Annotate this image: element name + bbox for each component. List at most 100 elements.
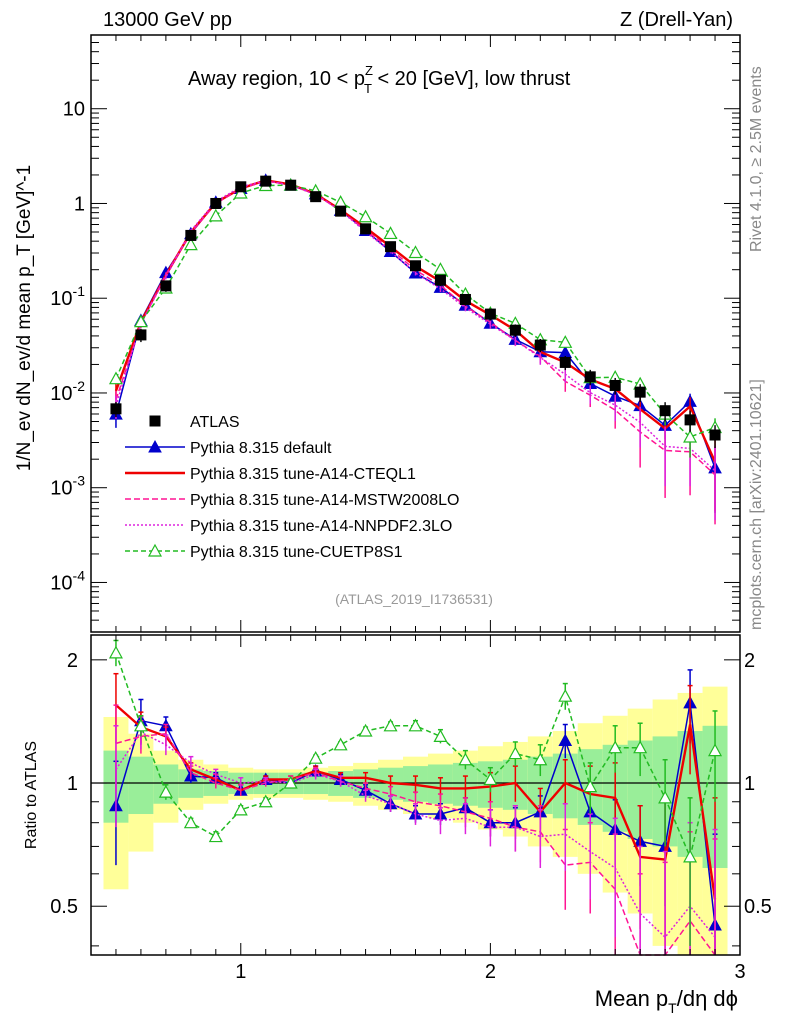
analysis-id: (ATLAS_2019_I1736531) (335, 591, 493, 607)
x-tick-label: 1 (235, 961, 246, 983)
title-part-pre: Away region, 10 < p (188, 68, 365, 90)
square-marker (709, 429, 721, 441)
tick-base: 10 (50, 383, 72, 405)
series-pythia-8-315-default (109, 173, 722, 514)
legend-label: ATLAS (190, 414, 240, 431)
legend-entry: Pythia 8.315 default (125, 439, 332, 457)
open-triangle-marker (258, 794, 273, 808)
series-pythia-8-315-tune-a14-cteql1 (114, 179, 717, 512)
square-marker (609, 379, 621, 391)
open-triangle-marker (383, 718, 398, 732)
square-marker (210, 197, 222, 209)
open-triangle-marker (358, 209, 373, 223)
legend-label: Pythia 8.315 tune-CUETP8S1 (190, 544, 403, 561)
square-marker (149, 415, 161, 427)
legend-entry: Pythia 8.315 tune-CUETP8S1 (125, 543, 403, 561)
square-marker (185, 229, 197, 241)
x-axis-label: Mean pT/dη dϕ (595, 986, 738, 1016)
y-tick-label: 1 (74, 193, 85, 215)
open-triangle-marker (408, 718, 423, 732)
series-atlas-data (110, 175, 721, 448)
header-right: Z (Drell-Yan) (620, 9, 733, 31)
square-marker (659, 405, 671, 417)
square-marker (385, 241, 397, 253)
legend-label: Pythia 8.315 tune-A14-CTEQL1 (190, 466, 416, 483)
xlabel-part-post: /dη dϕ (677, 986, 738, 1011)
square-marker (509, 324, 521, 336)
open-triangle-marker (358, 723, 373, 737)
triangle-marker (148, 439, 162, 453)
legend-label: Pythia 8.315 tune-A14-NNPDF2.3LO (190, 518, 452, 535)
open-triangle-marker (308, 750, 323, 764)
open-triangle-marker (333, 195, 348, 208)
tick-exponent: -2 (73, 378, 86, 394)
title-part-sub: T (364, 81, 372, 96)
tick-base: 10 (50, 572, 72, 594)
open-triangle-marker (383, 226, 398, 240)
open-triangle-marker (433, 262, 448, 275)
series-main-panel (108, 173, 723, 525)
square-marker (160, 280, 172, 292)
legend-entry: ATLAS (149, 414, 240, 431)
square-marker (434, 274, 446, 286)
title-part-sup: Z (365, 63, 373, 78)
open-triangle-marker (458, 752, 473, 766)
tick-exponent: -4 (73, 567, 86, 583)
x-tick-label: 2 (485, 961, 496, 983)
rivet-label: Rivet 4.1.0, ≥ 2.5M events (748, 66, 765, 252)
xlabel-part-sub: T (668, 1000, 677, 1016)
open-triangle-marker (583, 779, 598, 793)
square-marker (584, 371, 596, 383)
y-tick-label: 10-1 (50, 283, 85, 310)
y-tick-label: 10-2 (50, 378, 85, 405)
open-triangle-marker (133, 718, 148, 732)
ratio-series-pythia-8-315-tune-cuetp8s1 (108, 639, 723, 946)
square-marker (484, 308, 496, 320)
mcplots-label: mcplots.cern.ch [arXiv:2401.10621] (748, 379, 765, 630)
open-triangle-marker (183, 237, 198, 251)
legend-entry: Pythia 8.315 tune-A14-MSTW2008LO (125, 492, 459, 509)
square-marker (260, 175, 272, 187)
open-triangle-marker (683, 429, 698, 443)
ratio-tick-label-left: 2 (67, 650, 78, 672)
y-tick-label: 10 (63, 99, 85, 121)
header-left: 13000 GeV pp (103, 9, 232, 31)
open-triangle-marker (533, 752, 548, 766)
open-triangle-marker (208, 829, 223, 843)
open-triangle-marker (333, 737, 348, 751)
legend: ATLAS Pythia 8.315 default Pythia 8.315 tu… (125, 414, 459, 561)
x-tick-label: 3 (734, 961, 745, 983)
square-marker (559, 356, 571, 368)
ratio-tick-label-right: 1 (744, 773, 755, 795)
open-triangle-marker (483, 772, 498, 786)
open-triangle-marker (433, 729, 448, 743)
tick-exponent: -3 (73, 473, 86, 489)
chart-title: Away region, 10 < pZ T < 20 [GeV], low th… (188, 63, 571, 96)
open-triangle-marker (108, 645, 123, 659)
open-triangle-marker (158, 784, 173, 798)
square-marker (410, 260, 421, 272)
square-marker (135, 329, 147, 341)
open-triangle-marker (283, 775, 298, 789)
series-ratio-panel (108, 639, 723, 956)
square-marker (235, 181, 247, 193)
open-triangle-marker (147, 543, 163, 557)
ratio-tick-label-left: 0.5 (50, 896, 78, 918)
square-marker (110, 403, 122, 415)
square-marker (335, 205, 347, 217)
ratio-tick-label-right: 2 (744, 650, 755, 672)
band-inner (128, 756, 154, 815)
open-triangle-marker (558, 335, 573, 348)
legend-label: Pythia 8.315 default (190, 440, 332, 457)
ratio-tick-label-right: 0.5 (744, 896, 772, 918)
open-triangle-marker (108, 371, 123, 385)
open-triangle-marker (683, 849, 698, 863)
y-tick-label: 10-4 (50, 567, 85, 594)
open-triangle-marker (183, 815, 198, 829)
open-triangle-marker (633, 740, 648, 754)
square-marker (360, 223, 372, 235)
open-triangle-marker (558, 688, 573, 702)
triangle-marker (558, 733, 573, 747)
